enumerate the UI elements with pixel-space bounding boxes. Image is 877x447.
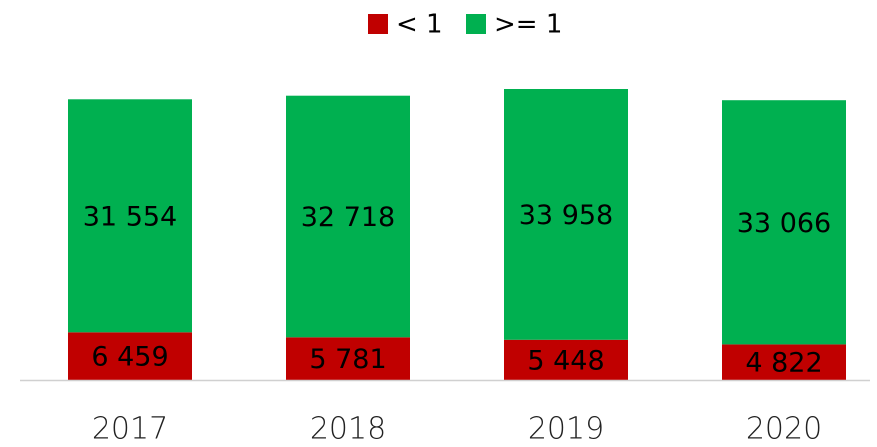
bar-segment xyxy=(722,100,846,345)
legend-swatch xyxy=(368,14,388,34)
bar-segment xyxy=(68,332,192,380)
bar-segment xyxy=(504,89,628,340)
value-label: 33 958 xyxy=(519,200,613,231)
bar-segment xyxy=(68,99,192,333)
value-label: 5 448 xyxy=(527,345,604,376)
x-tick-label: 2017 xyxy=(92,412,168,447)
legend-label: >= 1 xyxy=(494,10,562,40)
legend-label: < 1 xyxy=(396,10,443,40)
x-tick-label: 2018 xyxy=(310,412,386,447)
bar-segment xyxy=(286,337,410,380)
bar-segment xyxy=(722,344,846,380)
value-label: 6 459 xyxy=(91,342,168,373)
value-label: 31 554 xyxy=(83,201,177,232)
value-label: 5 781 xyxy=(309,344,386,375)
bar-segment xyxy=(286,95,410,338)
legend-swatch xyxy=(466,14,486,34)
x-tick-label: 2020 xyxy=(746,412,822,447)
x-tick-label: 2019 xyxy=(528,412,604,447)
value-label: 33 066 xyxy=(737,208,831,239)
bar-segment xyxy=(504,339,628,380)
value-label: 32 718 xyxy=(301,202,395,233)
value-label: 4 822 xyxy=(745,348,822,379)
